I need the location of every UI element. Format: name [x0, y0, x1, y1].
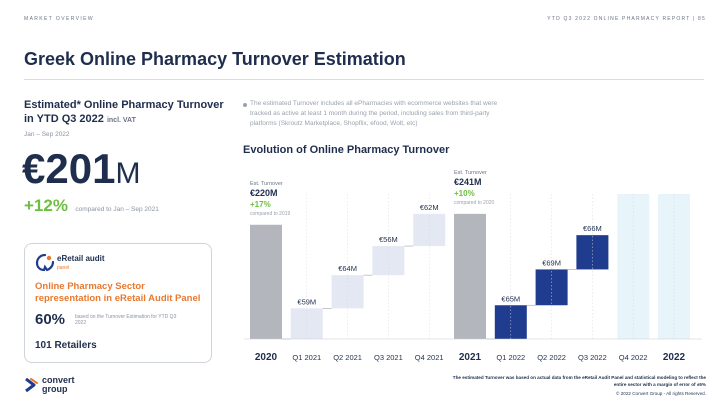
bar-q4-2022 — [617, 194, 650, 339]
title-divider — [24, 79, 704, 80]
note-bullet — [243, 103, 247, 107]
convert-group-logo-text: convert group — [42, 375, 75, 394]
panel-percentage: 60% — [35, 311, 66, 328]
panel-retailers: 101 Retailers — [35, 340, 97, 351]
x-tick-label: Q2 2021 — [333, 353, 362, 362]
estimate-value-suffix: M — [115, 157, 141, 190]
estimate-value-main: €201 — [22, 145, 116, 192]
value-label: €66M — [583, 224, 602, 233]
value-label: €56M — [379, 235, 398, 244]
methodology-note: The estimated Turnover includes all ePha… — [250, 100, 498, 127]
estimate-value: €201M — [22, 146, 140, 197]
x-tick-label: Q3 2022 — [578, 353, 607, 362]
total-label: Est. Turnover — [250, 181, 283, 187]
audit-panel-card: eRetail audit panel Online Pharmacy Sect… — [24, 243, 212, 363]
convert-group-logo-icon — [25, 377, 38, 393]
value-label: €62M — [420, 203, 439, 212]
total-label: Est. Turnover — [454, 170, 487, 176]
x-tick-label: 2021 — [459, 352, 482, 363]
panel-brand: eRetail audit — [57, 254, 105, 263]
x-tick-label: Q3 2021 — [374, 353, 403, 362]
panel-brand-sub: panel — [57, 265, 70, 271]
value-label: €65M — [501, 294, 520, 303]
bar-2021 — [454, 213, 486, 339]
bar-2020 — [250, 224, 282, 339]
value-label: €64M — [338, 264, 357, 273]
total-value: €220M — [250, 188, 278, 198]
x-tick-label: Q1 2021 — [292, 353, 321, 362]
estimate-heading: Estimated* Online Pharmacy Turnover in Y… — [24, 98, 224, 128]
total-note: compared to 2019 — [250, 211, 291, 217]
estimate-growth: +12% compared to Jan – Sep 2021 — [24, 196, 159, 216]
x-tick-label: Q1 2022 — [496, 353, 525, 362]
total-growth: +17% — [250, 200, 271, 209]
panel-heading: Online Pharmacy Sector representation in… — [35, 281, 201, 304]
eretail-audit-logo-icon — [35, 254, 55, 272]
x-tick-label: Q4 2022 — [619, 353, 648, 362]
value-label: €59M — [297, 297, 316, 306]
panel-percentage-note: based on the Turnover Estimation for YTD… — [75, 314, 177, 326]
total-note: compared to 2020 — [454, 200, 495, 206]
estimate-growth-note: compared to Jan – Sep 2021 — [75, 206, 159, 213]
footnote: The estimated Turnover was based on actu… — [452, 375, 706, 387]
section-label: MARKET OVERVIEW — [24, 16, 94, 22]
value-label: €69M — [542, 258, 561, 267]
total-value: €241M — [454, 177, 482, 187]
estimate-heading-suffix: incl. VAT — [106, 117, 136, 124]
bar-2022 — [658, 194, 690, 339]
estimate-growth-value: +12% — [24, 196, 68, 215]
copyright: © 2022 Convert Group - All rights Reserv… — [616, 391, 706, 396]
top-bar: MARKET OVERVIEW YTD Q3 2022 ONLINE PHARM… — [0, 0, 728, 34]
total-growth: +10% — [454, 189, 475, 198]
x-tick-label: 2020 — [255, 352, 278, 363]
estimate-heading-text: Estimated* Online Pharmacy Turnover in Y… — [24, 99, 224, 125]
x-tick-label: 2022 — [663, 352, 686, 363]
page-title: Greek Online Pharmacy Turnover Estimatio… — [24, 49, 406, 69]
x-tick-label: Q4 2021 — [415, 353, 444, 362]
chart-title: Evolution of Online Pharmacy Turnover — [243, 144, 450, 156]
estimate-period: Jan – Sep 2022 — [24, 131, 70, 138]
x-tick-label: Q2 2022 — [537, 353, 566, 362]
turnover-waterfall-chart: 2020 €59M Q1 2021 €64M Q2 2021 €56M Q3 2021 €62… — [244, 170, 702, 363]
report-label: YTD Q3 2022 ONLINE PHARMACY REPORT | 85 — [547, 16, 706, 22]
